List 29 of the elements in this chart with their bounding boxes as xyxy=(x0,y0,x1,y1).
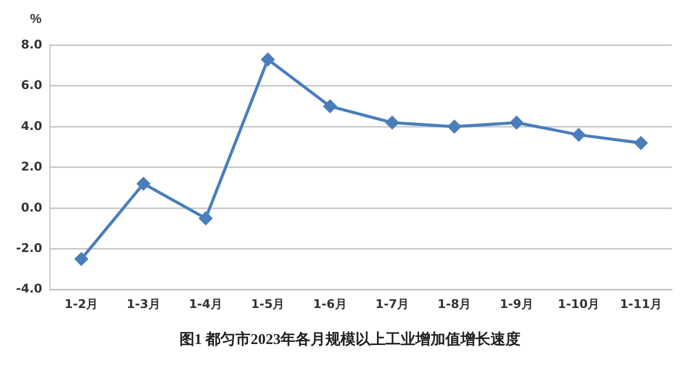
point xyxy=(510,116,524,130)
x-tick-label: 1-5月 xyxy=(251,296,285,311)
y-tick-label: 2.0 xyxy=(20,160,42,174)
point xyxy=(634,136,648,150)
x-tick-label: 1-4月 xyxy=(188,296,223,311)
x-tick-label: 1-10月 xyxy=(558,296,600,311)
y-axis-title: % xyxy=(29,10,43,28)
x-tick-label: 1-9月 xyxy=(500,296,534,311)
x-tick-label: 1-3月 xyxy=(126,296,160,311)
point xyxy=(199,212,212,225)
y-tick-label: 6.0 xyxy=(20,78,42,92)
y-tick-label: -4.0 xyxy=(16,282,42,296)
y-tick-label: -2.0 xyxy=(16,240,42,255)
x-tick-label: 1-8月 xyxy=(438,296,472,311)
y-tick-label: 8.0 xyxy=(20,37,42,52)
y-tick-label: 0.0 xyxy=(20,200,42,214)
point xyxy=(137,177,150,190)
x-tick-label: 1-6月 xyxy=(313,296,347,311)
point xyxy=(386,116,399,130)
x-tick-label: 1-2月 xyxy=(64,296,98,311)
point xyxy=(74,252,88,266)
text: 图1 都匀市2023年各月规模以上工业增加值增长速度 xyxy=(178,330,522,349)
point xyxy=(261,52,274,66)
x-tick-label: 1-11月 xyxy=(620,296,662,311)
y-tick-label: 4.0 xyxy=(20,118,42,133)
x-tick-label: 1-7月 xyxy=(375,296,410,311)
point xyxy=(448,120,461,134)
point xyxy=(324,100,337,113)
point xyxy=(572,128,586,142)
